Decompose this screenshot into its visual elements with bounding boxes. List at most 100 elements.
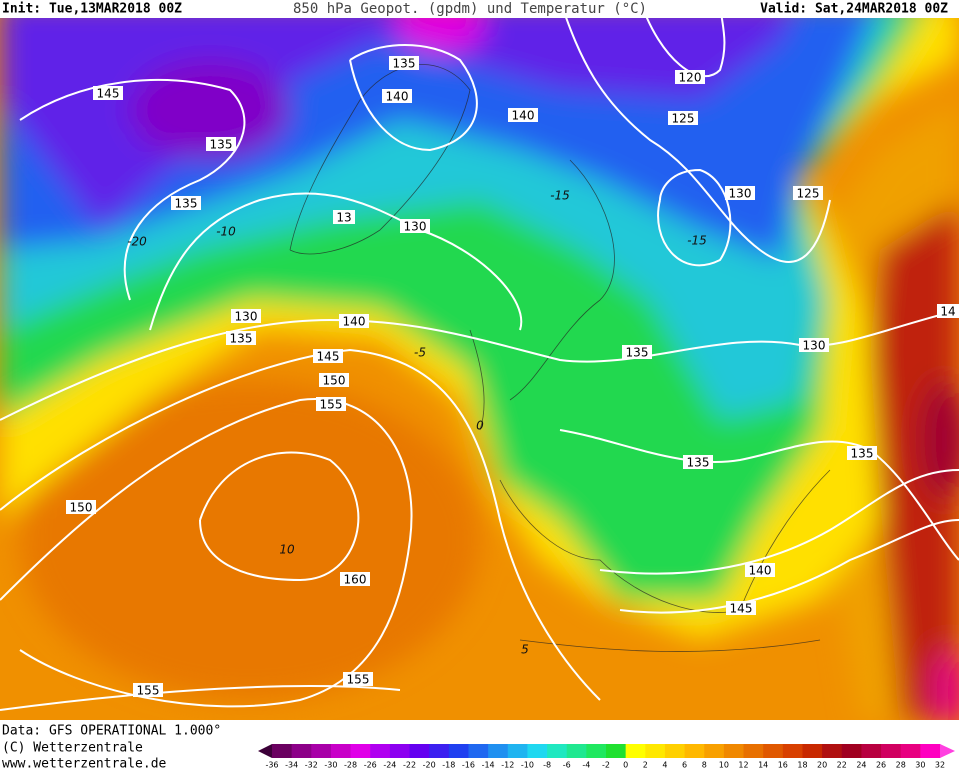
- contour-label-box: [675, 70, 705, 84]
- footer-line: Data: GFS OPERATIONAL 1.000°: [2, 724, 221, 739]
- colorbar-label: 2: [643, 761, 648, 770]
- contour-label: 145: [317, 350, 340, 364]
- colorbar-label: 20: [817, 761, 827, 770]
- contour-label: 125: [797, 187, 820, 201]
- contour-label-box: [133, 683, 163, 697]
- colorbar-label: -18: [442, 761, 455, 770]
- colorbar-label: -36: [265, 761, 278, 770]
- contour-label-box: [622, 345, 652, 359]
- contour-label: 155: [320, 398, 343, 412]
- colorbar-swatch: [920, 744, 941, 758]
- contour-label-box: [206, 137, 236, 151]
- colorbar-label: 30: [915, 761, 925, 770]
- coastlines: [289, 64, 831, 652]
- contour-label-box: [171, 196, 201, 210]
- contour-label-box: [508, 108, 538, 122]
- contour-label-box: [400, 219, 430, 233]
- contour-label: 135: [393, 57, 416, 71]
- colorbar-label: -2: [602, 761, 610, 770]
- colorbar-swatch: [841, 744, 862, 758]
- contour-label: 125: [672, 112, 695, 126]
- colorbar-swatch: [389, 744, 411, 758]
- contour-label-box: [668, 111, 698, 125]
- contour-label: 135: [851, 447, 874, 461]
- colorbar-label: -12: [501, 761, 514, 770]
- colorbar-label: 8: [702, 761, 707, 770]
- colorbar-swatch: [429, 744, 450, 758]
- isotherm-label-layer: -15 -15 -10 -20 -5 0 10 5: [127, 189, 707, 657]
- contour-label: 120: [679, 71, 702, 85]
- contour-label-box: [793, 186, 823, 200]
- colorbar-label: 22: [837, 761, 847, 770]
- isotherm-label: -5: [414, 346, 426, 360]
- contour-label: 155: [347, 673, 370, 687]
- colorbar-swatch: [448, 744, 469, 758]
- contour-label-box: [799, 338, 829, 352]
- colorbar-label: -30: [324, 761, 337, 770]
- colorbar-swatch: [370, 744, 391, 758]
- colorbar-swatch: [527, 744, 548, 758]
- contour-label-box: [847, 446, 877, 460]
- footer-line: (C) Wetterzentrale: [2, 741, 143, 756]
- colorbar-label: 24: [856, 761, 866, 770]
- colorbar-label: -6: [563, 761, 571, 770]
- colorbar-label: -10: [521, 761, 534, 770]
- contour-label: 130: [729, 187, 752, 201]
- contour-label: 140: [749, 564, 772, 578]
- isotherm-label: 0: [476, 419, 484, 433]
- contour-label-box: [66, 500, 96, 514]
- isotherm-label: -15: [687, 234, 707, 248]
- colorbar-label: -26: [364, 761, 377, 770]
- colorbar-label: 14: [758, 761, 768, 770]
- colorbar-label: -20: [423, 761, 436, 770]
- colorbar-label: -24: [383, 761, 396, 770]
- colorbar-swatch: [272, 744, 293, 758]
- colorbar-swatch: [311, 744, 332, 758]
- colorbar-label: -8: [543, 761, 551, 770]
- colorbar-swatch: [350, 744, 371, 758]
- contour-label: 160: [344, 573, 367, 587]
- header-bar: [0, 0, 959, 18]
- colorbar-swatch: [664, 744, 686, 758]
- colorbar-swatch: [488, 744, 509, 758]
- colorbar-swatch: [900, 744, 921, 758]
- contour-label: 135: [626, 346, 649, 360]
- contour-label-box: [93, 86, 123, 100]
- contour-label: 130: [803, 339, 826, 353]
- colorbar-label: -32: [305, 761, 318, 770]
- colorbar-swatch: [822, 744, 843, 758]
- footer-line: www.wetterzentrale.de: [2, 757, 167, 771]
- contour-label: 140: [386, 90, 409, 104]
- colorbar-label: -14: [482, 761, 495, 770]
- valid-time: Valid: Sat,24MAR2018 00Z: [760, 2, 948, 17]
- colorbar-label: 10: [719, 761, 729, 770]
- colorbar-end: [258, 744, 272, 758]
- colorbar-label: -34: [285, 761, 298, 770]
- contour-label: 130: [235, 310, 258, 324]
- colorbar-swatch: [743, 744, 764, 758]
- colorbar-label: 28: [896, 761, 906, 770]
- colorbar-swatch: [507, 744, 528, 758]
- colorbar-label: 32: [935, 761, 945, 770]
- colorbar-swatch: [704, 744, 725, 758]
- contour-label-box: [340, 572, 370, 586]
- isotherm-label: -20: [127, 235, 147, 249]
- colorbar-label: 16: [778, 761, 788, 770]
- colorbar-label: -22: [403, 761, 416, 770]
- temperature-field: [0, 18, 959, 720]
- contour-label-box: [316, 397, 346, 411]
- contour-label: 150: [70, 501, 93, 515]
- contour-label: 145: [97, 87, 120, 101]
- colorbar-label: 4: [662, 761, 667, 770]
- colorbar-label: 26: [876, 761, 886, 770]
- colorbar-swatch: [625, 744, 646, 758]
- colorbar-swatch: [468, 744, 489, 758]
- colorbar-swatch: [586, 744, 607, 758]
- colorbar-swatch: [782, 744, 803, 758]
- contour-label: 135: [230, 332, 253, 346]
- colorbar-swatch: [291, 744, 312, 758]
- colorbar-label: 12: [738, 761, 748, 770]
- init-time: Init: Tue,13MAR2018 00Z: [2, 2, 182, 17]
